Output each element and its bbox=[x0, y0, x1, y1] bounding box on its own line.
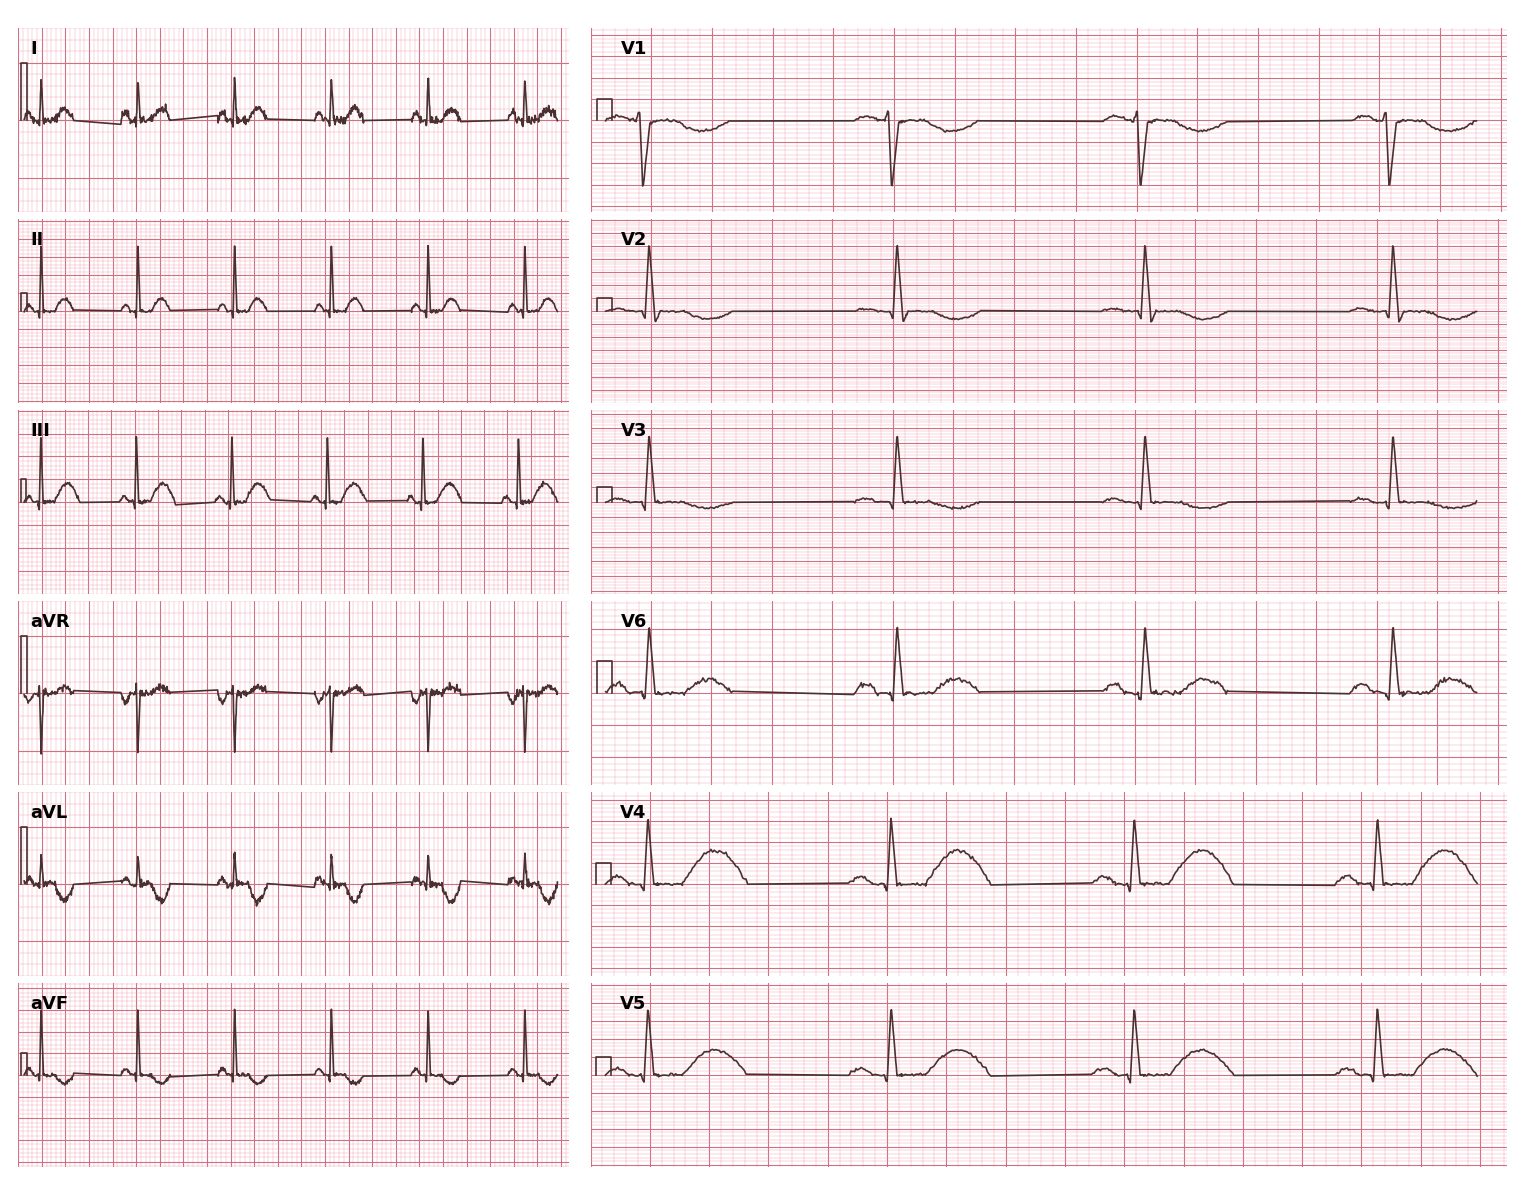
Text: V6: V6 bbox=[621, 612, 647, 631]
Text: III: III bbox=[30, 423, 50, 440]
Text: V1: V1 bbox=[621, 40, 647, 58]
Text: V3: V3 bbox=[621, 423, 647, 440]
Text: V5: V5 bbox=[619, 995, 647, 1013]
Text: aVL: aVL bbox=[30, 804, 67, 821]
Text: V2: V2 bbox=[621, 231, 647, 249]
Text: I: I bbox=[30, 40, 37, 58]
Text: aVF: aVF bbox=[30, 995, 68, 1013]
Text: II: II bbox=[30, 231, 43, 249]
Text: V4: V4 bbox=[619, 804, 647, 821]
Text: aVR: aVR bbox=[30, 612, 70, 631]
